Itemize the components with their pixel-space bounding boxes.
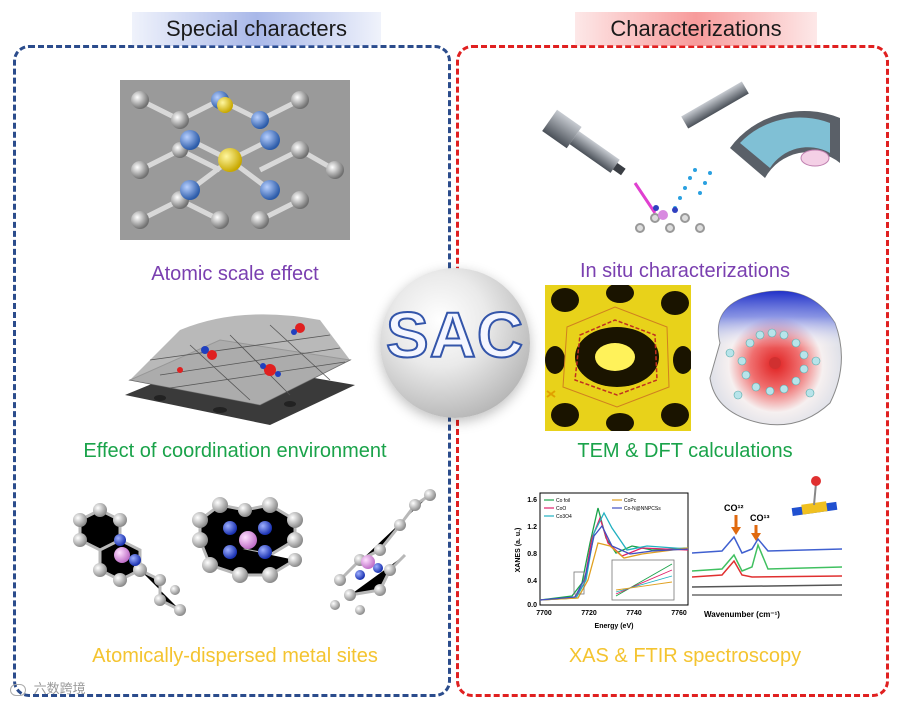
in-situ-caption: In situ characterizations bbox=[579, 260, 791, 282]
special-characters-title: Special characters bbox=[132, 12, 381, 46]
metal-sites-image bbox=[73, 489, 436, 616]
tem-image bbox=[545, 285, 691, 431]
xas-ytick: 0.0 bbox=[527, 602, 537, 609]
xas-plot: XANES (a. u.) 1.6 1.2 0.8 0.4 0.0 7700 7… bbox=[515, 492, 689, 630]
xas-legend: Co3O4 bbox=[556, 514, 572, 520]
characterizations-title: Characterizations bbox=[575, 12, 817, 46]
watermark-logo-icon bbox=[10, 683, 26, 696]
watermark-text: 六数跨境 bbox=[33, 681, 86, 696]
atomic-scale-caption: Atomic scale effect bbox=[151, 263, 319, 285]
ftir-xlabel: Wavenumber (cm⁻¹) bbox=[704, 610, 780, 619]
xas-xtick: 7720 bbox=[581, 610, 597, 617]
xas-xlabel: Energy (eV) bbox=[595, 623, 634, 630]
xas-ytick: 0.4 bbox=[527, 578, 537, 585]
in-situ-setup-image bbox=[542, 81, 840, 233]
xas-legend: CoPc bbox=[624, 498, 637, 504]
xas-ytick: 1.6 bbox=[527, 497, 537, 504]
tem-dft-caption: TEM & DFT calculations bbox=[577, 440, 793, 462]
xas-ylabel: XANES (a. u.) bbox=[515, 528, 522, 573]
xas-xtick: 7740 bbox=[626, 610, 642, 617]
watermark: 六数跨境 bbox=[10, 678, 86, 697]
ftir-plot: CO¹² CO¹³ Wavenumber (cm⁻¹) bbox=[692, 476, 843, 619]
dft-image bbox=[709, 290, 842, 426]
atomic-scale-image bbox=[120, 80, 350, 240]
coordination-caption: Effect of coordination environment bbox=[83, 440, 387, 462]
xas-ytick: 0.8 bbox=[527, 551, 537, 558]
xas-legend: Co-N@NNPCSs bbox=[624, 506, 661, 512]
ftir-label: CO¹³ bbox=[750, 513, 770, 523]
coordination-sheet-image bbox=[125, 314, 355, 425]
metal-sites-caption: Atomically-dispersed metal sites bbox=[92, 645, 378, 667]
sac-label: SAC bbox=[385, 298, 525, 372]
sac-sphere bbox=[380, 268, 530, 418]
ftir-label: CO¹² bbox=[724, 503, 744, 513]
xas-ftir-caption: XAS & FTIR spectroscopy bbox=[568, 645, 802, 667]
xas-xtick: 7760 bbox=[671, 610, 687, 617]
xas-xtick: 7700 bbox=[536, 610, 552, 617]
xas-ytick: 1.2 bbox=[527, 524, 537, 531]
xas-legend: CoO bbox=[556, 506, 566, 512]
xas-legend: Co foil bbox=[556, 498, 570, 504]
